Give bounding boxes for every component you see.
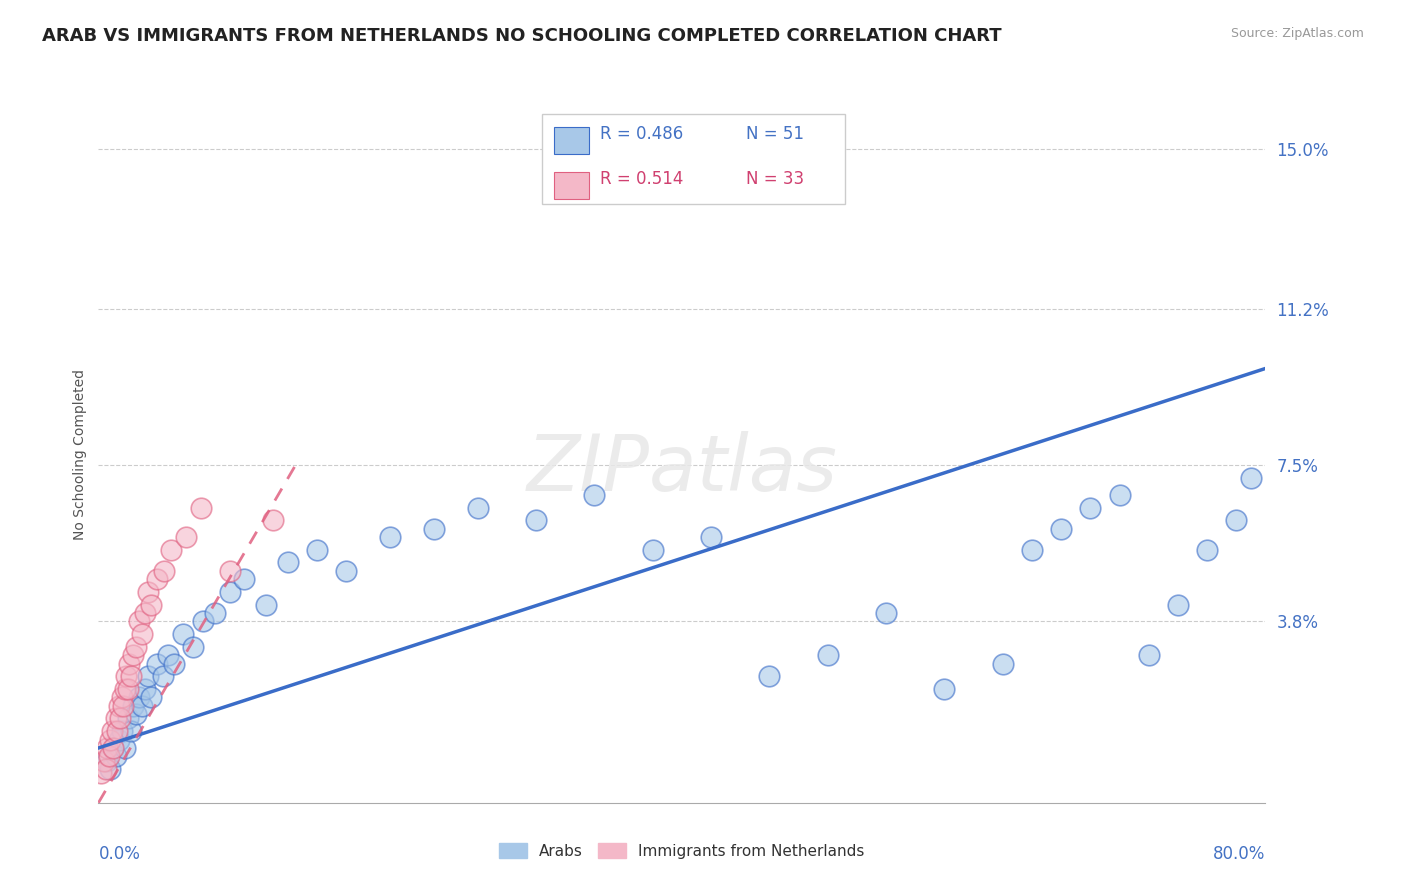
Point — [96, 741, 118, 756]
Point — [1195, 542, 1218, 557]
Text: N = 51: N = 51 — [747, 125, 804, 144]
Y-axis label: No Schooling Completed: No Schooling Completed — [73, 369, 87, 541]
Point — [97, 749, 120, 764]
Point — [139, 598, 162, 612]
Point — [104, 711, 127, 725]
Point — [152, 669, 174, 683]
Point — [467, 500, 489, 515]
Point — [136, 669, 159, 683]
Point — [157, 648, 180, 663]
Text: ZIPatlas: ZIPatlas — [526, 431, 838, 507]
Point — [120, 724, 142, 739]
Text: R = 0.486: R = 0.486 — [600, 125, 683, 144]
Point — [101, 741, 124, 756]
Point — [583, 488, 606, 502]
Point — [277, 556, 299, 570]
Point — [136, 585, 159, 599]
Point — [122, 698, 145, 713]
Point — [122, 648, 145, 663]
Point — [128, 615, 150, 629]
Point — [93, 754, 115, 768]
Point — [641, 542, 664, 557]
Text: 0.0%: 0.0% — [98, 845, 141, 863]
Point — [423, 522, 446, 536]
Point — [163, 657, 186, 671]
Point — [1080, 500, 1102, 515]
Point — [146, 572, 169, 586]
Text: Source: ZipAtlas.com: Source: ZipAtlas.com — [1230, 27, 1364, 40]
Point — [991, 657, 1014, 671]
Point — [94, 762, 117, 776]
Text: ARAB VS IMMIGRANTS FROM NETHERLANDS NO SCHOOLING COMPLETED CORRELATION CHART: ARAB VS IMMIGRANTS FROM NETHERLANDS NO S… — [42, 27, 1002, 45]
Point — [262, 513, 284, 527]
Point — [172, 627, 194, 641]
Point — [96, 754, 118, 768]
Point — [115, 669, 138, 683]
Point — [117, 681, 139, 696]
Point — [758, 669, 780, 683]
Point — [204, 606, 226, 620]
Point — [104, 749, 127, 764]
Bar — [554, 172, 589, 199]
Point — [1050, 522, 1073, 536]
Point — [139, 690, 162, 705]
Point — [875, 606, 897, 620]
Point — [100, 724, 122, 739]
Point — [233, 572, 256, 586]
Text: N = 33: N = 33 — [747, 170, 804, 188]
Point — [110, 711, 132, 725]
Point — [218, 564, 240, 578]
Point — [125, 640, 148, 654]
Point — [524, 513, 547, 527]
Point — [131, 698, 153, 713]
Point — [98, 732, 121, 747]
Point — [117, 711, 139, 725]
Point — [118, 657, 141, 671]
Point — [114, 681, 136, 696]
Point — [105, 724, 128, 739]
Point — [120, 669, 142, 683]
Point — [174, 530, 197, 544]
Point — [125, 707, 148, 722]
Text: 80.0%: 80.0% — [1213, 845, 1265, 863]
Point — [1240, 471, 1263, 485]
Point — [335, 564, 357, 578]
FancyBboxPatch shape — [541, 114, 845, 204]
Point — [1167, 598, 1189, 612]
Point — [98, 762, 121, 776]
Point — [817, 648, 839, 663]
Point — [190, 500, 212, 515]
Point — [146, 657, 169, 671]
Point — [1225, 513, 1247, 527]
Point — [108, 732, 131, 747]
Point — [700, 530, 723, 544]
Point — [131, 627, 153, 641]
Point — [153, 564, 176, 578]
Point — [90, 766, 112, 780]
Bar — [554, 128, 589, 153]
Point — [378, 530, 402, 544]
Point — [112, 698, 135, 713]
Point — [1108, 488, 1130, 502]
Point — [181, 640, 204, 654]
Point — [254, 598, 277, 612]
Legend: Arabs, Immigrants from Netherlands: Arabs, Immigrants from Netherlands — [494, 837, 870, 864]
Point — [114, 741, 136, 756]
Point — [111, 724, 134, 739]
Point — [934, 681, 956, 696]
Point — [1021, 542, 1043, 557]
Point — [108, 698, 131, 713]
Point — [218, 585, 240, 599]
Point — [134, 606, 156, 620]
Point — [134, 681, 156, 696]
Point — [101, 741, 124, 756]
Point — [193, 615, 215, 629]
Point — [128, 690, 150, 705]
Text: R = 0.514: R = 0.514 — [600, 170, 683, 188]
Point — [160, 542, 183, 557]
Point — [111, 690, 134, 705]
Point — [1137, 648, 1160, 663]
Point — [307, 542, 329, 557]
